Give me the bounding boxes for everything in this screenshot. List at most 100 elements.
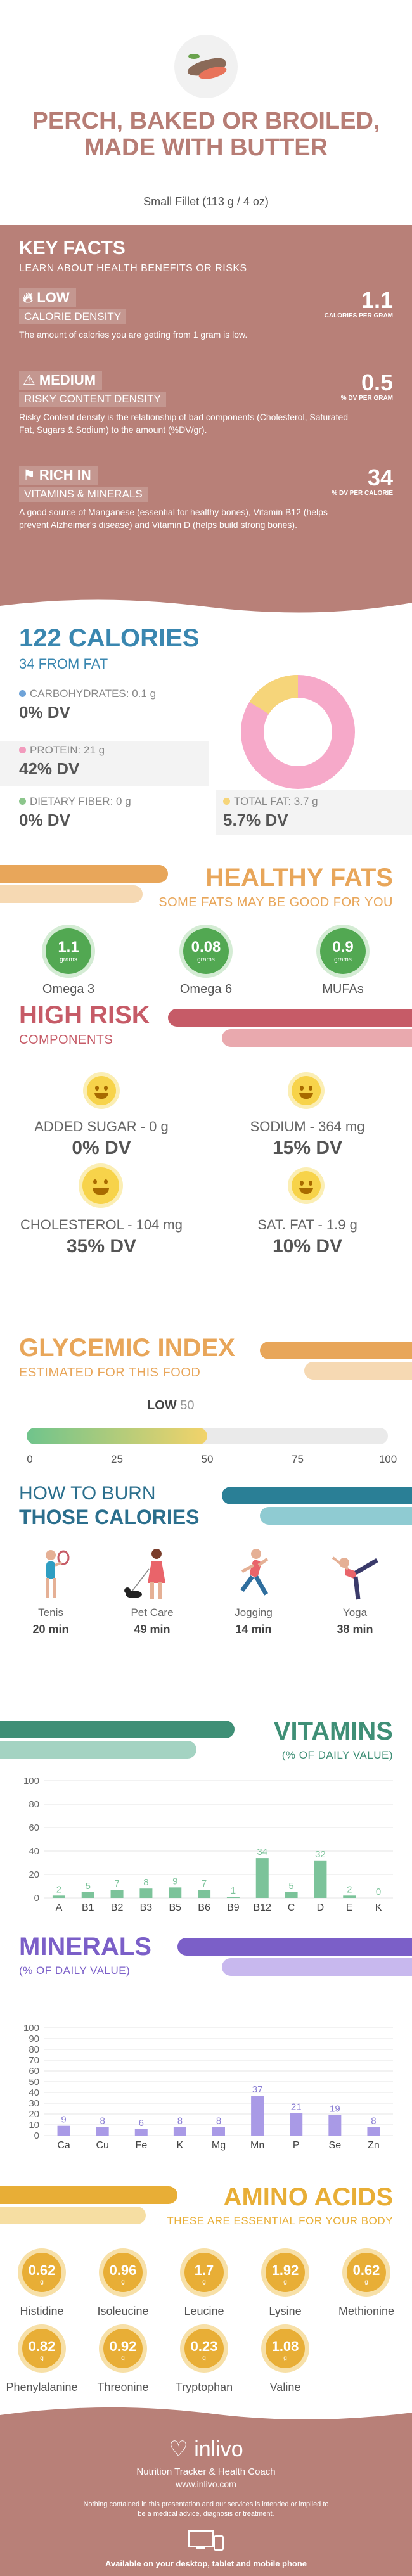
smile-icon <box>87 1076 116 1105</box>
calories-donut-chart <box>241 675 355 789</box>
fact-description: The amount of calories you are getting f… <box>19 330 248 340</box>
bar-value-label: 32 <box>315 1849 326 1860</box>
y-tick-label: 80 <box>29 2044 39 2055</box>
bar-B3 <box>139 1888 153 1898</box>
amino-unit: g <box>40 2279 44 2286</box>
nutrient-protein: PROTEIN: 21 g 42% DV <box>0 741 209 786</box>
bar-Mn <box>251 2096 264 2136</box>
bar-B9 <box>226 1897 240 1898</box>
bar-value-label: 2 <box>347 1884 352 1895</box>
y-tick-label: 40 <box>29 2087 39 2098</box>
activity-minutes: 14 min <box>235 1623 272 1636</box>
amino-value: 0.82 <box>28 2338 56 2354</box>
activity-jogging: Jogging 14 min <box>212 1546 295 1636</box>
decor-bar <box>222 1958 412 1976</box>
amino-name: Tryptophan <box>175 2381 233 2393</box>
decor-bar <box>0 2186 177 2204</box>
amino-circle: 0.62 g <box>22 2253 61 2292</box>
garnish-icon <box>188 54 200 59</box>
flag-icon: ⚑ <box>23 467 35 483</box>
y-tick-label: 60 <box>29 2066 39 2077</box>
amino-subheading: THESE ARE ESSENTIAL FOR YOUR BODY <box>167 2215 393 2227</box>
amino-acids-section: AMINO ACIDS THESE ARE ESSENTIAL FOR YOUR… <box>0 2180 412 2395</box>
y-tick-label: 40 <box>29 1846 39 1857</box>
vitamins-bar-chart: 0204060801002A5B17B28B39B57B61B934B125C3… <box>23 1776 393 1913</box>
bar-C <box>285 1892 298 1898</box>
bar-Cu <box>96 2127 109 2136</box>
y-tick-label: 20 <box>29 1869 39 1880</box>
warning-icon: ⚠ <box>23 372 35 388</box>
smile-icon <box>82 1167 119 1204</box>
minerals-section: MINERALS (% OF DAILY VALUE) 0 10 20 30 40 50 6… <box>0 1933 412 2155</box>
amino-name: Threonine <box>97 2381 149 2393</box>
x-tick-label: P <box>293 2140 300 2151</box>
food-image <box>174 35 238 98</box>
bar-B5 <box>169 1887 182 1898</box>
decor-bar <box>0 1741 196 1759</box>
legend-dot <box>19 747 26 753</box>
activity-name: Jogging <box>235 1606 273 1618</box>
amino-unit: g <box>202 2279 206 2286</box>
amino-circle: 0.96 g <box>103 2253 143 2292</box>
x-tick-label: B6 <box>198 1902 210 1913</box>
y-tick-label: 100 <box>23 1776 39 1786</box>
y-tick-label: 0 <box>34 2131 39 2141</box>
glycemic-heading: GLYCEMIC INDEX <box>19 1334 235 1362</box>
added-sugar-dv: 0% DV <box>72 1137 131 1158</box>
bar-value-label: 9 <box>172 1876 177 1887</box>
bar-value-label: 7 <box>114 1878 119 1889</box>
smile-icon <box>292 1076 321 1105</box>
decor-bar <box>177 1938 412 1956</box>
x-tick-label: B3 <box>140 1902 153 1913</box>
bar-value-label: 8 <box>143 1877 148 1888</box>
smile-icon <box>292 1171 321 1200</box>
sat-fat-label: SAT. FAT - 1.9 g <box>257 1217 357 1233</box>
fact-calorie-density: 🔥︎ LOW CALORIE DENSITY 1.1 CALORIES PER G… <box>19 288 393 341</box>
cholesterol-label: CHOLESTEROL - 104 mg <box>20 1217 183 1233</box>
donut-fat-slice <box>249 675 299 715</box>
x-tick-label: K <box>177 2140 184 2151</box>
devices-icon <box>188 2530 224 2551</box>
fact-label: RISKY CONTENT DENSITY <box>19 392 166 407</box>
activity-name: Tenis <box>38 1606 63 1618</box>
decor-bar <box>0 865 168 883</box>
footer-url[interactable]: www.inlivo.com <box>176 2479 236 2489</box>
bar-value-label: 7 <box>202 1878 207 1889</box>
fact-level: 🔥︎ LOW <box>19 288 76 307</box>
sat-fat-dv: 10% DV <box>272 1236 343 1257</box>
yoga-icon <box>332 1556 378 1600</box>
y-tick-label: 100 <box>23 2023 39 2034</box>
activity-name: Pet Care <box>131 1606 174 1618</box>
high-risk-section: HIGH RISK COMPONENTS ADDED SUGAR - 0 g 0… <box>0 1001 412 1305</box>
x-tick-label: C <box>288 1902 295 1913</box>
footer-logo: ♡ inlivo <box>169 2437 243 2461</box>
bar-value-label: 5 <box>86 1881 91 1892</box>
bar-value-label: 6 <box>139 2118 144 2129</box>
decor-bar <box>304 1362 412 1380</box>
x-tick-label: B5 <box>169 1902 181 1913</box>
bar-value-label: 21 <box>291 2101 302 2112</box>
calories-section: 122 CALORIES 34 FROM FAT CARBOHYDRATES: … <box>0 624 412 835</box>
amino-value: 0.96 <box>109 2262 137 2278</box>
y-tick-label: 70 <box>29 2055 39 2066</box>
fact-value: 0.5% DV PER GRAM <box>340 369 393 402</box>
decor-bar <box>0 1721 235 1738</box>
gi-tick-label: 25 <box>111 1453 123 1465</box>
x-tick-label: B2 <box>111 1902 124 1913</box>
fact-description: Risky Content density is the relationshi… <box>19 412 349 435</box>
y-tick-label: 20 <box>29 2109 39 2120</box>
bar-value-label: 8 <box>371 2115 376 2126</box>
fact-risky-density: ⚠ MEDIUM RISKY CONTENT DENSITY 0.5% DV P… <box>19 371 393 436</box>
amino-unit: g <box>283 2355 287 2362</box>
activity-minutes: 38 min <box>337 1623 373 1636</box>
y-tick-label: 90 <box>29 2034 39 2044</box>
key-facts-subheading: LEARN ABOUT HEALTH BENEFITS OR RISKS <box>19 263 247 274</box>
bar-B12 <box>255 1858 269 1898</box>
vitamins-subheading: (% OF DAILY VALUE) <box>281 1749 393 1761</box>
section-wave <box>0 599 412 618</box>
bar-value-label: 5 <box>288 1881 293 1892</box>
footer-tagline: Nutrition Tracker & Health Coach <box>136 2466 276 2477</box>
amino-circle: 0.82 g <box>22 2329 61 2368</box>
amino-circle: 1.7 g <box>184 2253 224 2292</box>
